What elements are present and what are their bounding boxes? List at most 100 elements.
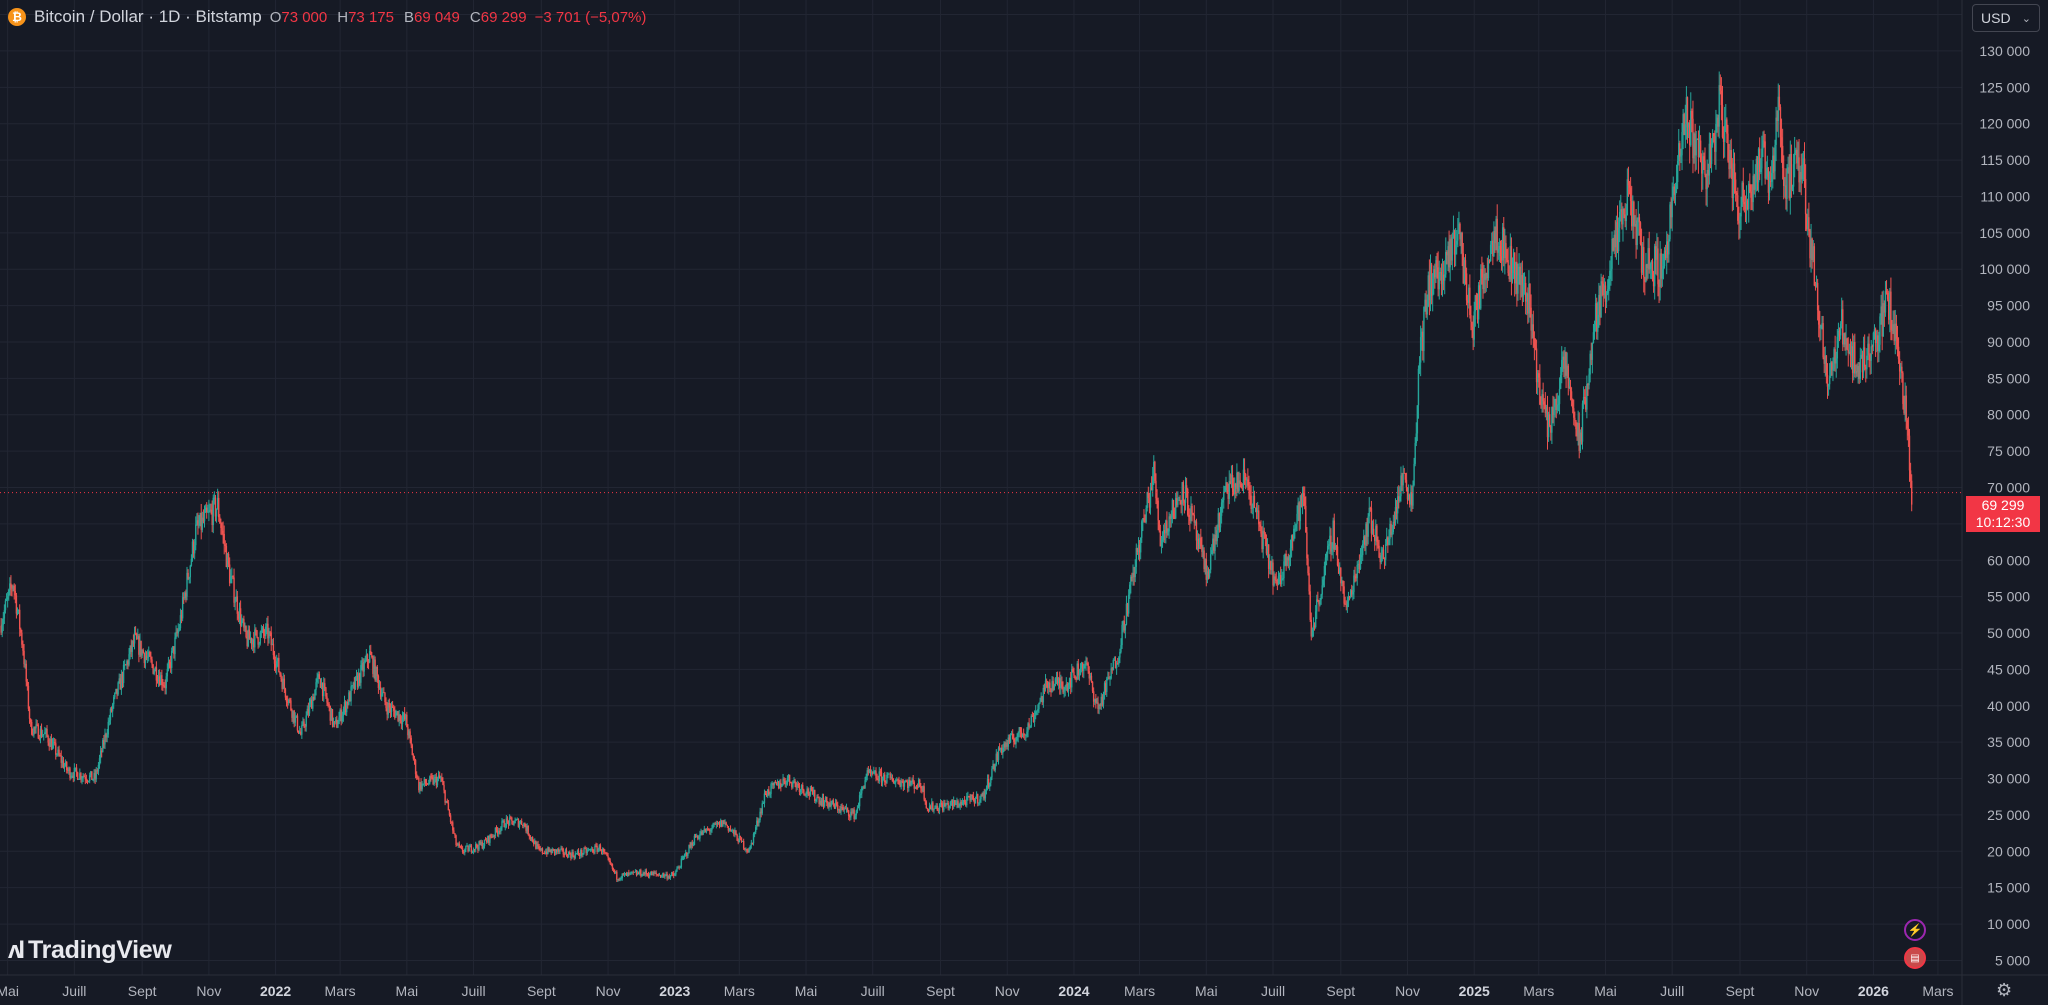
x-tick-label: Sept bbox=[527, 983, 556, 999]
candle-body bbox=[960, 801, 963, 805]
candle-body bbox=[1754, 174, 1757, 190]
candle-body bbox=[1516, 261, 1518, 294]
candle-body bbox=[531, 837, 534, 842]
candle-body bbox=[1173, 517, 1176, 519]
candle-body bbox=[440, 777, 442, 779]
candle-body bbox=[282, 678, 284, 689]
candle-body bbox=[168, 661, 171, 663]
candle-body bbox=[280, 674, 282, 680]
candle-body bbox=[1480, 268, 1482, 309]
candle-body bbox=[1169, 516, 1171, 519]
candle-body bbox=[111, 704, 114, 712]
candle-body bbox=[1446, 252, 1448, 256]
candle-body bbox=[542, 852, 545, 854]
candle-body bbox=[237, 613, 240, 619]
bolt-icon[interactable]: ⚡ bbox=[1904, 919, 1926, 941]
candle-body bbox=[728, 828, 731, 831]
candle-body bbox=[1240, 483, 1242, 488]
candle-body bbox=[35, 724, 37, 729]
candle-body bbox=[1670, 204, 1672, 218]
candle-body bbox=[1855, 371, 1857, 374]
candle-body bbox=[812, 789, 815, 795]
gear-icon[interactable]: ⚙ bbox=[1996, 980, 2013, 1000]
candle-body bbox=[88, 775, 91, 781]
candle-body bbox=[1792, 164, 1795, 187]
symbol-title[interactable]: Bitcoin / Dollar · 1D · Bitstamp bbox=[34, 7, 262, 26]
candle-body bbox=[1007, 737, 1010, 747]
candle-body bbox=[519, 821, 522, 824]
tradingview-logo[interactable]: ʌl TradingView bbox=[8, 936, 172, 965]
candle-body bbox=[1214, 534, 1216, 551]
candle-body bbox=[441, 777, 443, 781]
candle-body bbox=[432, 777, 434, 785]
candle-body bbox=[1077, 663, 1080, 676]
candle-body bbox=[1749, 183, 1751, 192]
candle-body bbox=[514, 820, 516, 824]
candle-body bbox=[1030, 715, 1033, 727]
candle-body bbox=[1755, 158, 1758, 175]
candle-body bbox=[1324, 557, 1327, 567]
candle-body bbox=[1170, 515, 1172, 519]
candle-body bbox=[817, 796, 819, 798]
candle-body bbox=[1421, 331, 1423, 338]
candle-body bbox=[1587, 384, 1589, 386]
candle-body bbox=[1379, 557, 1381, 563]
candle-body bbox=[1781, 145, 1784, 169]
candle-body bbox=[95, 770, 97, 780]
bitcoin-icon: ₿ bbox=[8, 8, 26, 26]
candle-body bbox=[1056, 677, 1059, 684]
us-flag-icon[interactable]: ▤ bbox=[1904, 947, 1926, 969]
candle-body bbox=[450, 821, 453, 823]
candle-body bbox=[898, 780, 900, 785]
candle-body bbox=[1155, 480, 1157, 499]
candle-body bbox=[1545, 407, 1548, 414]
candle-body bbox=[47, 735, 49, 743]
candle-body bbox=[1028, 723, 1030, 727]
candle-body bbox=[1154, 461, 1156, 481]
candle-body bbox=[1109, 678, 1111, 680]
candle-body bbox=[1202, 550, 1204, 552]
candle-body bbox=[352, 682, 354, 686]
candle-body bbox=[604, 852, 606, 853]
candles bbox=[0, 71, 1913, 882]
candle-body bbox=[658, 874, 661, 876]
candle-body bbox=[605, 852, 607, 855]
candle-body bbox=[691, 842, 693, 846]
candle-body bbox=[1562, 356, 1564, 360]
candle-body bbox=[101, 750, 103, 753]
candle-body bbox=[218, 497, 220, 518]
candle-body bbox=[429, 776, 431, 784]
candle-body bbox=[33, 727, 35, 735]
candle-body bbox=[305, 715, 307, 727]
candle-body bbox=[140, 640, 142, 656]
candle-body bbox=[899, 784, 901, 787]
candle-body bbox=[136, 633, 138, 640]
candle-body bbox=[454, 833, 456, 836]
candle-body bbox=[1802, 158, 1805, 165]
candle-body bbox=[150, 656, 152, 660]
candle-body bbox=[549, 850, 551, 852]
candle-body bbox=[1603, 285, 1606, 295]
candle-body bbox=[138, 636, 140, 655]
candle-body bbox=[730, 829, 733, 831]
candle-body bbox=[1381, 549, 1384, 556]
candle-body bbox=[1168, 516, 1170, 532]
candle-body bbox=[1191, 505, 1193, 513]
candle-body bbox=[1856, 371, 1858, 373]
candle-body bbox=[1150, 487, 1153, 491]
candle-body bbox=[1769, 181, 1772, 182]
currency-select[interactable]: USD ⌄ bbox=[1972, 4, 2040, 32]
candle-body bbox=[990, 777, 992, 783]
candle-body bbox=[1636, 220, 1638, 246]
candle-body bbox=[1673, 186, 1676, 195]
candle-body bbox=[1289, 548, 1292, 557]
candle-body bbox=[674, 874, 676, 876]
candle-body bbox=[422, 783, 424, 785]
candle-body bbox=[1422, 331, 1424, 351]
candle-body bbox=[1333, 520, 1335, 550]
candle-body bbox=[631, 871, 633, 873]
candle-body bbox=[501, 821, 503, 828]
candle-body bbox=[1302, 493, 1305, 497]
